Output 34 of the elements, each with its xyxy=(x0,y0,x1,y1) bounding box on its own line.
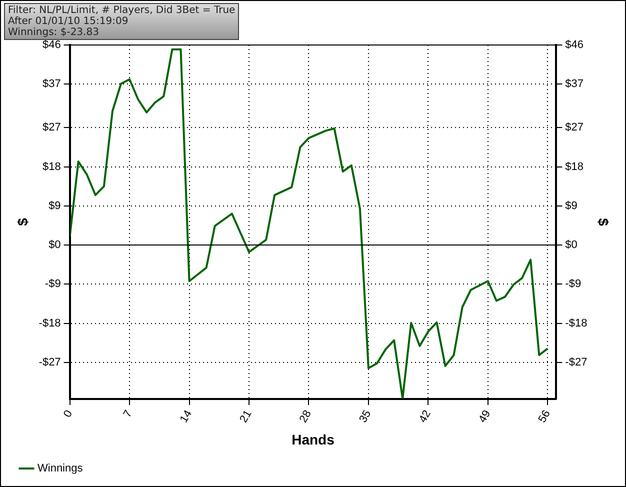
legend-label: Winnings xyxy=(38,462,84,475)
y2-tick-label: -$9 xyxy=(565,278,582,290)
y2-tick-label: $0 xyxy=(565,239,578,252)
x-tick-label: 49 xyxy=(476,408,494,425)
x-tick-label: 28 xyxy=(297,408,314,425)
y-tick-label: $46 xyxy=(42,39,61,52)
y2-tick-label: $9 xyxy=(565,200,578,212)
y2-tick-label: -$18 xyxy=(565,317,588,330)
text: Winnings: $-23.83 xyxy=(8,27,100,38)
y2-tick-label: $27 xyxy=(565,122,584,134)
x-tick-label: 42 xyxy=(416,408,434,425)
y-tick-label: -$18 xyxy=(38,317,61,330)
x-tick-label: 14 xyxy=(178,408,194,425)
y-tick-label: $0 xyxy=(48,239,61,252)
text: After 01/01/10 15:19:09 xyxy=(8,16,130,27)
y-tick-label: $37 xyxy=(42,78,61,90)
y2-tick-label: -$27 xyxy=(565,356,588,369)
y2-tick-label: $37 xyxy=(565,78,584,90)
x-tick-label: 56 xyxy=(536,408,553,425)
y2-tick-label: $46 xyxy=(565,39,584,52)
x-tick-label: 35 xyxy=(357,408,374,425)
y-tick-label: $27 xyxy=(42,122,61,134)
text: Filter: NL/PL/Limit, # Players, Did 3Bet = True xyxy=(8,5,236,16)
y-tick-label: $18 xyxy=(42,160,61,173)
x-tick-label: 21 xyxy=(238,408,254,425)
y-axis-title: $ xyxy=(14,218,30,226)
y2-axis-title: $ xyxy=(596,218,612,226)
y-tick-label: -$9 xyxy=(44,278,61,290)
x-tick-label: 0 xyxy=(62,408,76,420)
x-axis-title: Hands xyxy=(292,431,335,448)
y-tick-label: $9 xyxy=(48,200,61,212)
y-tick-label: -$27 xyxy=(38,356,61,369)
y2-tick-label: $18 xyxy=(565,160,584,173)
x-tick-label: 7 xyxy=(121,408,135,420)
